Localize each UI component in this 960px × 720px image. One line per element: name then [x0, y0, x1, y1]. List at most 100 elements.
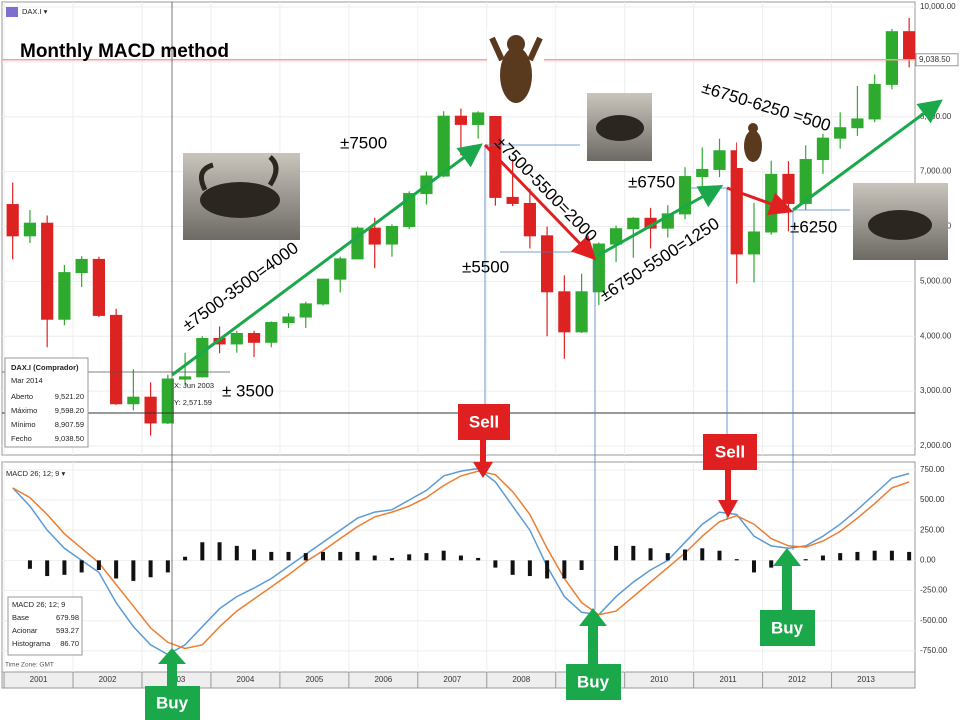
info-key: Máximo [11, 406, 37, 415]
histogram-bar [510, 560, 515, 575]
annotation: ± 3500 [222, 381, 274, 400]
histogram-bar [96, 560, 101, 571]
histogram-bar [769, 560, 774, 568]
histogram-bar [683, 549, 688, 561]
candle-body [282, 316, 295, 324]
y-tick-label: 3,000.00 [920, 386, 952, 395]
legend-value: 679.98 [56, 613, 79, 622]
histogram-bar [407, 554, 412, 561]
bear-image [487, 28, 544, 116]
y-tick-label: 750.00 [920, 465, 945, 474]
candle-body [730, 150, 743, 255]
x-tick-label: 2002 [99, 675, 117, 684]
info-value: 9,598.20 [55, 406, 84, 415]
annotation: ±7500 [340, 133, 387, 152]
x-tick-label: 2013 [857, 675, 875, 684]
histogram-bar [269, 551, 274, 561]
candle-body [23, 222, 37, 237]
macd-box-title: MACD 26; 12; 9 [12, 600, 65, 609]
x-tick-label: 2012 [788, 675, 806, 684]
y-tick-label: 500.00 [920, 495, 945, 504]
histogram-bar [338, 551, 343, 561]
crosshair-x: X: Jun 2003 [174, 381, 214, 390]
histogram-bar [372, 555, 377, 561]
info-key: Aberto [11, 392, 33, 401]
macd-line [12, 470, 910, 650]
y-tick-label: 10,000.00 [920, 2, 956, 11]
annotation: ±6750 [628, 172, 675, 191]
x-tick-label: 2006 [374, 675, 392, 684]
histogram-bar [838, 553, 843, 561]
candle-body [144, 396, 157, 424]
histogram-bar [234, 545, 239, 561]
histogram-bar [476, 557, 481, 561]
bull-image [183, 153, 300, 240]
candle-body [868, 83, 881, 120]
histogram-bar [527, 560, 532, 577]
bull-image [853, 183, 948, 260]
symbol-icon [6, 7, 18, 17]
trend-arrow [792, 99, 943, 212]
sell-signal: Sell [703, 434, 757, 518]
marks: 2,000.003,000.004,000.005,000.006,000.00… [2, 2, 959, 688]
candle-body [472, 112, 485, 125]
y-tick-label: -750.00 [920, 646, 948, 655]
candle-body [385, 225, 399, 245]
sell-signal: Sell [458, 404, 510, 478]
histogram-bar [114, 560, 119, 579]
candle-body [782, 173, 795, 204]
histogram-bar [441, 550, 446, 561]
candle-body [541, 235, 554, 293]
legend-value: 86.70 [60, 639, 79, 648]
histogram-bar [545, 560, 550, 579]
candle-body [558, 291, 571, 333]
histogram-bar [165, 560, 170, 573]
symbol-label[interactable]: DAX.I ▾ [22, 7, 48, 16]
candle-body [247, 333, 261, 343]
price-panel [1, 1, 916, 456]
histogram-bar [872, 550, 877, 561]
trend-arrow [171, 143, 483, 377]
y-tick-label: -500.00 [920, 616, 948, 625]
candle-body [799, 159, 812, 204]
histogram-bar [907, 551, 912, 561]
histogram-bar [648, 548, 653, 561]
annotation: ±6250 [790, 217, 837, 236]
buy-label: Buy [577, 672, 610, 691]
candle-body [58, 272, 71, 320]
macd-line [12, 467, 910, 656]
info-date: Mar 2014 [11, 376, 43, 385]
x-tick-label: 2008 [512, 675, 530, 684]
histogram-bar [631, 545, 636, 561]
candle-body [230, 333, 243, 345]
buy-signal: Buy [760, 548, 815, 646]
candle-body [316, 278, 330, 305]
y-tick-label: 250.00 [920, 525, 945, 534]
legend-entry: Histograma [12, 639, 51, 648]
candle-body [351, 227, 364, 260]
macd-label[interactable]: MACD 26; 12; 9 ▾ [6, 469, 65, 478]
last-price-tag [915, 53, 959, 67]
last-price-label: 9,038.50 [919, 55, 951, 64]
histogram-bar [200, 542, 205, 561]
histogram-bar [389, 557, 394, 561]
crosshair-y: Y: 2,571.59 [174, 398, 212, 407]
candle-body [454, 115, 468, 125]
histogram-bar [355, 551, 360, 561]
y-tick-label: 4,000.00 [920, 331, 952, 340]
histogram-bar [424, 553, 429, 561]
buy-signal: Buy [566, 608, 621, 700]
x-tick-label: 2001 [30, 675, 48, 684]
candle-body [575, 291, 588, 333]
trend-arrow [596, 185, 724, 258]
legend-entry: Base [12, 613, 29, 622]
buy-signal: Buy [145, 648, 200, 720]
histogram-bar [493, 560, 498, 568]
histogram-bar [252, 549, 257, 561]
candle-body [713, 150, 726, 170]
candle-body [506, 196, 519, 204]
buy-label: Buy [771, 618, 804, 637]
histogram-bar [562, 560, 567, 579]
annotation: ±5500 [462, 257, 509, 276]
histogram-bar [303, 553, 308, 561]
